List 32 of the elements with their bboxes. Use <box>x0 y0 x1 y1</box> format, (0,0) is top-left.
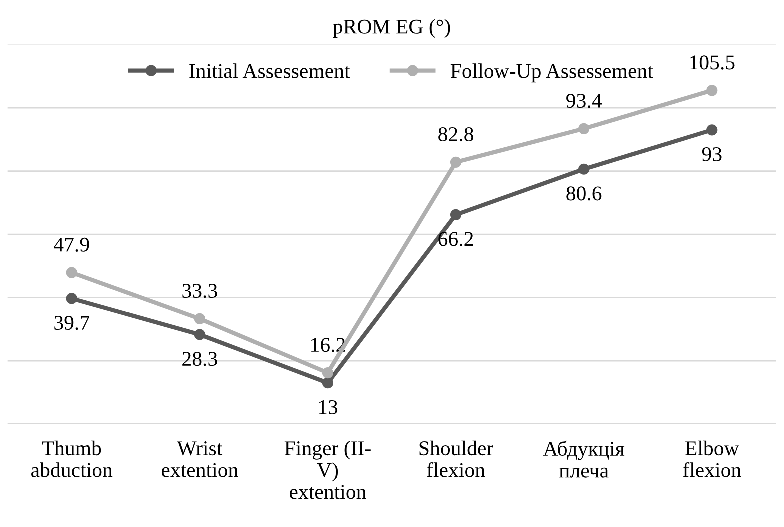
legend-label: Initial Assessement <box>190 64 350 78</box>
data-label: 80.6 <box>566 186 602 201</box>
point <box>322 378 334 389</box>
data-label: 33.3 <box>182 284 218 298</box>
point <box>322 367 334 379</box>
data-label: 93 <box>702 147 722 162</box>
x-tick-label: Wrist extention <box>162 442 238 478</box>
data-label: 13 <box>319 400 338 414</box>
data-label: 47.9 <box>54 238 90 252</box>
point <box>450 209 462 220</box>
data-label: 66.2 <box>438 232 474 246</box>
chart-title: pROM EG (°) <box>333 19 450 38</box>
point <box>706 85 718 96</box>
data-label: 28.3 <box>182 352 218 366</box>
point <box>66 293 78 304</box>
data-label: 105.5 <box>690 56 735 70</box>
legend-label: Follow-Up Assessement <box>450 64 654 83</box>
point <box>706 124 718 136</box>
point <box>66 267 78 278</box>
point <box>194 329 206 340</box>
point <box>578 123 590 134</box>
point <box>194 313 206 324</box>
data-label: 82.8 <box>438 127 474 142</box>
point <box>578 164 590 175</box>
x-tick-label: Абдукція плеча <box>543 440 625 478</box>
data-label: 93.4 <box>566 94 602 108</box>
x-tick-label: Elbow flexion <box>683 440 742 478</box>
point <box>450 156 462 168</box>
x-tick-label: Thumb abduction <box>32 440 113 478</box>
data-label: 39.7 <box>54 316 90 330</box>
x-tick-label: Shoulder flexion <box>420 440 494 478</box>
x-tick-label: Finger (II- V) extention <box>284 440 371 500</box>
